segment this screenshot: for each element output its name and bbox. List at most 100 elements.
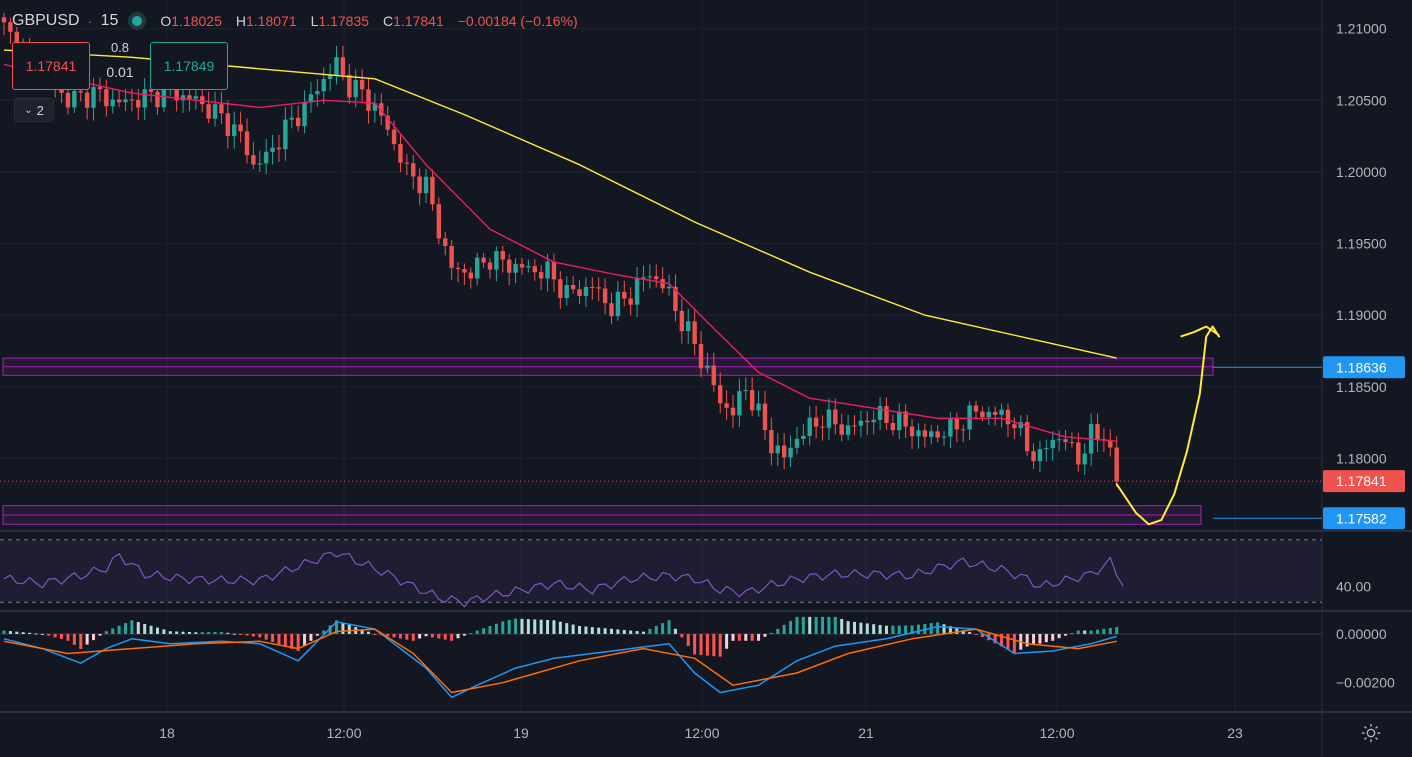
candle-body (238, 124, 243, 132)
separator-dot: · (87, 12, 93, 30)
time-tick-label: 12:00 (1039, 725, 1074, 741)
price-tick-label: 1.21000 (1336, 21, 1387, 37)
candle-body (807, 417, 812, 436)
low-value: 1.17835 (318, 13, 370, 29)
spread-value: 0.8 (110, 40, 130, 55)
candle-body (794, 438, 800, 448)
macd-histogram-bar (373, 633, 377, 635)
high-value: 1.18071 (246, 13, 297, 29)
candle-body (148, 89, 154, 92)
candle-body (78, 91, 83, 93)
candle-body (276, 147, 282, 150)
candle-body (532, 266, 537, 273)
candle-body (839, 424, 844, 435)
macd-histogram-bar (686, 633, 690, 646)
candle-body (1076, 442, 1081, 465)
candle-body (551, 261, 557, 280)
candle-body (398, 144, 403, 163)
macd-histogram-bar (910, 625, 914, 634)
candle-body (781, 445, 787, 458)
hand-drawn-arrow (1180, 325, 1220, 338)
indicators-collapse-button[interactable]: ⌄ 2 (14, 98, 54, 122)
macd-histogram-bar (398, 633, 402, 639)
candle-body (481, 257, 486, 263)
candle-body (91, 87, 96, 108)
time-tick-label: 18 (159, 725, 175, 741)
price-tick-label: 1.20500 (1336, 92, 1387, 108)
candle-body (692, 321, 697, 344)
sell-button[interactable]: 1.17841 (12, 42, 90, 90)
macd-histogram-bar (200, 632, 204, 634)
candle-body (749, 390, 755, 411)
macd-histogram-bar (872, 624, 876, 634)
macd-histogram-bar (744, 633, 748, 641)
interval-label[interactable]: 15 (100, 12, 119, 29)
macd-histogram-bar (181, 631, 185, 634)
macd-histogram-bar (936, 622, 940, 634)
buy-button[interactable]: 1.17849 (150, 42, 228, 90)
macd-histogram-bar (207, 632, 211, 634)
macd-histogram-bar (1096, 629, 1099, 634)
candle-body (315, 91, 320, 95)
candle-body (1012, 424, 1017, 429)
macd-histogram-bar (162, 629, 166, 634)
candle-body (270, 147, 275, 152)
macd-histogram-bar (418, 633, 422, 639)
symbol-name[interactable]: GBPUSD (12, 12, 80, 29)
candle-body (628, 298, 633, 305)
macd-histogram-bar (21, 632, 25, 634)
macd-histogram-bar (520, 618, 524, 634)
macd-histogram-bar (980, 633, 984, 638)
macd-histogram-bar (693, 633, 697, 655)
macd-histogram-bar (283, 633, 287, 647)
candle-body (890, 423, 896, 431)
macd-histogram-bar (117, 625, 121, 634)
candle-body (858, 420, 864, 426)
candle-body (475, 257, 480, 279)
macd-histogram-bar (840, 619, 844, 634)
candle-body (506, 259, 512, 273)
gear-icon[interactable] (1360, 722, 1382, 744)
macd-histogram-bar (942, 624, 946, 634)
candle-body (967, 405, 972, 430)
macd-tick-label: 0.00000 (1336, 626, 1387, 642)
candle-body (359, 80, 365, 90)
candle-body (711, 365, 717, 386)
macd-histogram-bar (705, 633, 709, 656)
candle-body (954, 417, 960, 430)
lot-size-input[interactable]: 0.01 (106, 64, 134, 80)
market-status-icon (132, 16, 143, 26)
macd-histogram-bar (597, 627, 601, 634)
macd-histogram-bar (891, 625, 895, 634)
macd-histogram-bar (424, 633, 428, 637)
candle-body (660, 279, 665, 289)
macd-histogram-bar (622, 629, 626, 634)
macd-histogram-bar (526, 619, 530, 634)
candle-body (295, 117, 301, 127)
macd-histogram-bar (219, 631, 223, 634)
macd-histogram-bar (347, 624, 351, 634)
candle-body (583, 286, 589, 297)
macd-histogram-bar (367, 631, 370, 634)
candle-body (200, 96, 205, 105)
candle-body (737, 391, 742, 416)
macd-histogram-bar (1057, 633, 1061, 639)
time-tick-label: 12:00 (684, 725, 719, 741)
macd-histogram-bar (143, 623, 147, 634)
macd-histogram-bar (245, 633, 249, 636)
candle-body (180, 95, 186, 101)
candle-body (193, 96, 199, 99)
candle-body (922, 430, 928, 437)
macd-histogram-bar (833, 616, 837, 634)
price-tick-label: 1.20000 (1336, 164, 1387, 180)
candle-body (404, 162, 410, 164)
macd-histogram-bar (801, 616, 805, 634)
macd-histogram-bar (341, 622, 345, 634)
macd-histogram-bar (443, 633, 447, 640)
macd-histogram-bar (187, 631, 191, 634)
candle-body (558, 279, 563, 299)
candle-body (1018, 422, 1023, 429)
macd-histogram-bar (507, 620, 511, 634)
macd-histogram-bar (360, 629, 364, 634)
